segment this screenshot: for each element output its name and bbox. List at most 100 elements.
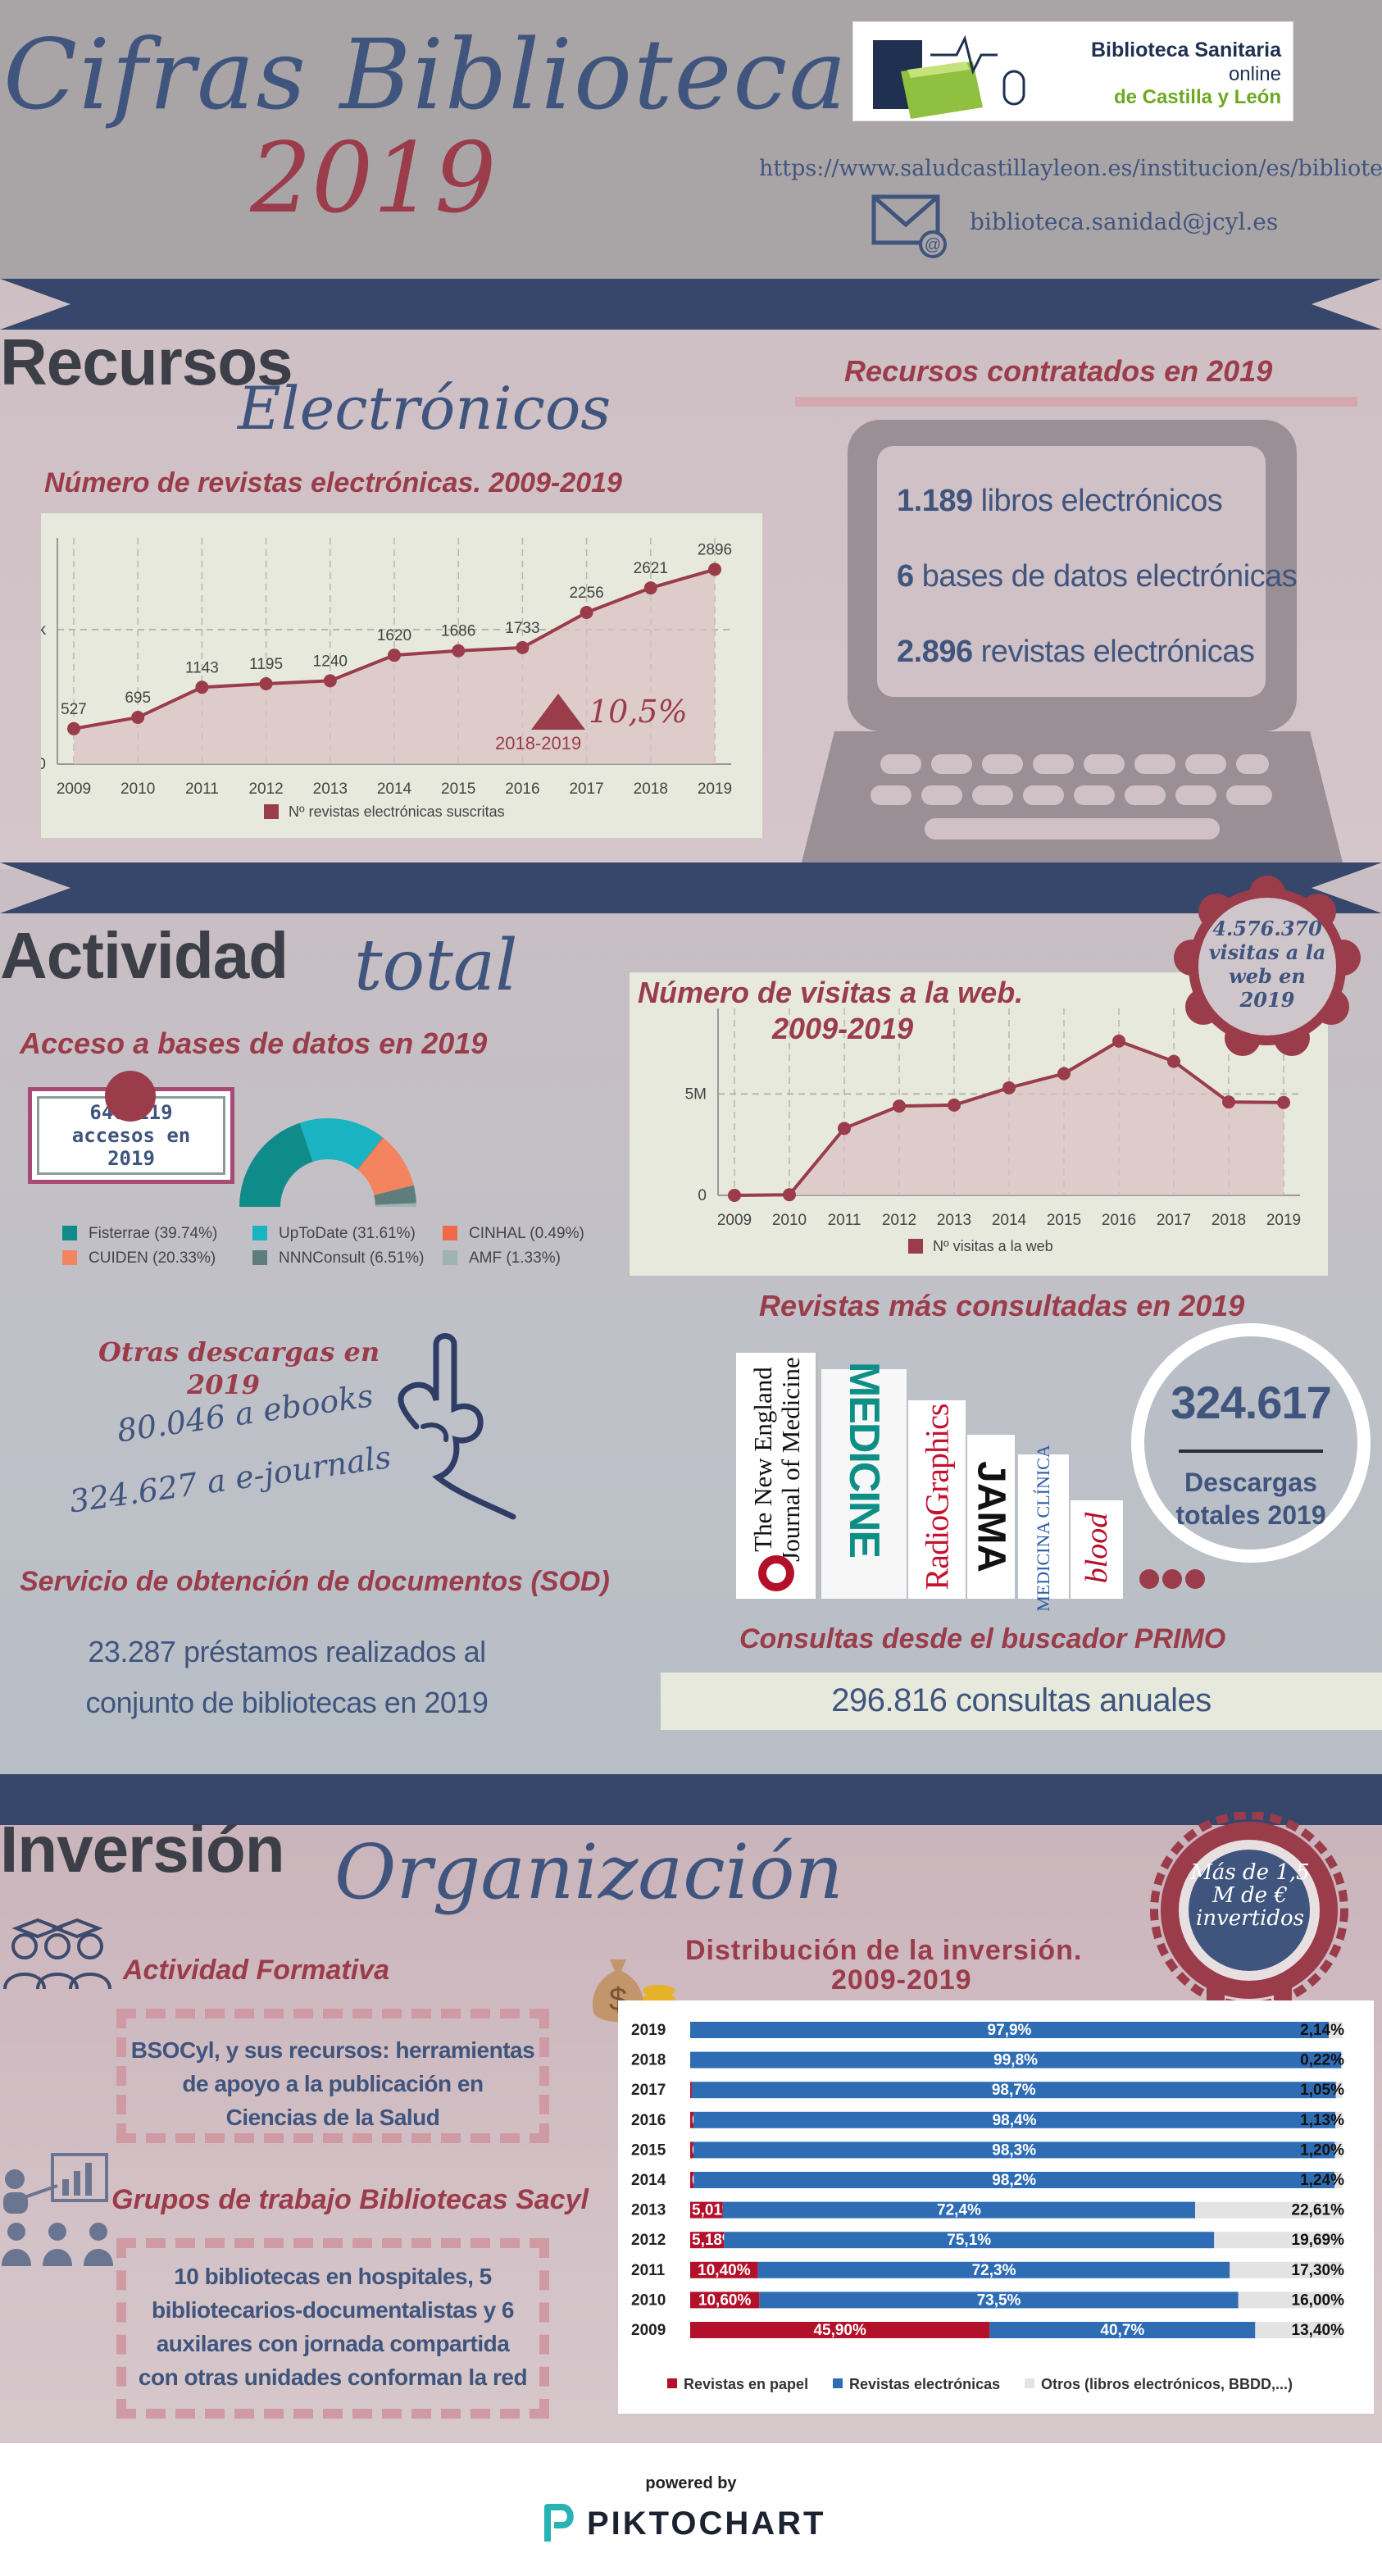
data-point	[783, 1188, 796, 1202]
formativa-title: Actividad Formativa	[123, 1955, 389, 1986]
downloads-badge: 324.617 Descargas totales 2019	[1131, 1323, 1371, 1563]
bar-value-label: 17,30%	[1292, 2262, 1345, 2279]
data-point	[452, 644, 466, 658]
y-category-label: 2012	[631, 2232, 666, 2249]
journals-title: Revistas más consultadas en 2019	[759, 1289, 1245, 1322]
bar-segment	[690, 2232, 725, 2249]
contracted-underline	[795, 397, 1357, 407]
investment-stacked-bar-chart: 20190,00%97,9%2,14%20180,00%99,8%0,22%20…	[631, 2022, 1345, 2392]
other-downloads-title-2: 2019	[187, 1369, 261, 1400]
grupos-title: Grupos de trabajo Bibliotecas Sacyl	[111, 2184, 589, 2215]
up-triangle-icon	[531, 694, 585, 730]
section-ribbon-1	[0, 279, 1382, 330]
website-link[interactable]: https://www.saludcastillayleon.es/instit…	[759, 156, 1382, 181]
x-tick-label: 2016	[505, 781, 539, 798]
change-period: 2018-2019	[495, 733, 582, 753]
recursos-heading-script: Electrónicos	[238, 374, 611, 443]
change-percent: 10,5%	[589, 694, 688, 730]
pointing-hand-icon	[398, 1333, 516, 1520]
legend-item: NNNConsult (6.51%)	[252, 1249, 424, 1268]
bar-value-label: 72,3%	[972, 2262, 1016, 2279]
powered-by: powered by	[645, 2474, 737, 2492]
data-label: 695	[125, 690, 151, 707]
legend-label: UpToDate (31.61%)	[279, 1225, 416, 1242]
data-point	[1222, 1095, 1235, 1109]
bar-value-label: 45,90%	[813, 2322, 866, 2339]
contracted-num: 2.896	[897, 635, 973, 669]
legend-item: AMF (1.33%)	[443, 1249, 561, 1268]
x-tick-label: 2013	[937, 1212, 971, 1229]
donut-slice	[374, 1185, 416, 1205]
bar-segment	[1238, 2292, 1343, 2309]
downloads-divider	[1179, 1450, 1323, 1453]
x-tick-label: 2016	[1102, 1212, 1136, 1229]
y-category-label: 2015	[631, 2141, 666, 2159]
legend-label: Nº revistas electrónicas suscritas	[289, 803, 505, 820]
bar-value-label: 1,24%	[1300, 2172, 1344, 2189]
grupos-line: 10 bibliotecas en hospitales, 5	[174, 2264, 492, 2289]
y-category-label: 2017	[631, 2082, 666, 2099]
bar-value-label: 40,7%	[1100, 2322, 1144, 2339]
bar-value-label: 0,22%	[1300, 2052, 1344, 2069]
y-category-label: 2011	[631, 2262, 666, 2279]
nejm-seal	[758, 1555, 794, 1591]
legend-swatch	[264, 804, 279, 819]
piktochart-brand[interactable]: PIKTOCHART	[541, 2501, 844, 2546]
bar-value-label: 16,00%	[1292, 2292, 1345, 2309]
legend-label: CUIDEN (20.33%)	[89, 1249, 216, 1267]
legend-swatch	[62, 1226, 77, 1240]
page-title: Cifras Biblioteca	[3, 18, 848, 131]
bar-segment	[1335, 2111, 1343, 2128]
data-label: 527	[61, 701, 87, 718]
graduates-icon	[3, 1918, 111, 1990]
contracted-text: bases de datos electrónicas	[913, 559, 1298, 594]
y-category-label: 2009	[631, 2322, 666, 2339]
x-tick-label: 2014	[992, 1212, 1027, 1229]
y-category-label: 2016	[631, 2112, 666, 2129]
grupos-line: bibliotecarios-documentalistas y 6	[151, 2297, 515, 2323]
sod-title: Servicio de obtención de documentos (SOD…	[20, 1566, 610, 1597]
data-point	[1277, 1095, 1290, 1109]
brand-name: PIKTOCHART	[587, 2505, 826, 2542]
data-label: 1686	[441, 623, 475, 640]
legend-swatch	[252, 1226, 267, 1240]
data-point	[1057, 1067, 1071, 1081]
x-tick-label: 2009	[717, 1212, 752, 1229]
primo-box	[661, 1673, 1382, 1730]
journal-radiographics: RadioGraphics	[908, 1400, 966, 1599]
bar-value-label: 99,8%	[993, 2052, 1038, 2069]
bar-segment	[722, 2201, 1196, 2219]
legend-label: NNNConsult (6.51%)	[279, 1249, 425, 1267]
laptop-illustration	[802, 420, 1343, 862]
book-computer-icon	[873, 34, 1025, 119]
email-link[interactable]: biblioteca.sanidad@jcyl.es	[970, 208, 1279, 235]
x-tick-label: 2017	[569, 781, 603, 798]
bar-segment	[724, 2232, 1215, 2249]
data-point	[388, 649, 401, 662]
team-presentation-icon	[2, 2153, 113, 2266]
investment-badge-text: Más de 1,5 M de € invertidos	[1190, 1860, 1310, 1931]
downloads-label: Descargas totales 2019	[1175, 1468, 1326, 1530]
email-icon: @	[871, 194, 947, 258]
x-tick-label: 2013	[313, 781, 348, 798]
library-logo[interactable]: Biblioteca Sanitaria online de Castilla …	[852, 21, 1293, 121]
db-access-title: Acceso a bases de datos en 2019	[20, 1026, 488, 1060]
contracted-list: 1.189 libros electrónicos 6 bases de dat…	[897, 484, 1323, 710]
bar-segment	[693, 2172, 1335, 2188]
y-category-label: 2019	[631, 2022, 666, 2039]
data-point	[1002, 1081, 1016, 1095]
actividad-heading: Actividad	[0, 919, 289, 992]
bar-segment	[690, 2322, 990, 2338]
bar-value-label: 2,14%	[1300, 2022, 1344, 2039]
bar-segment	[690, 2051, 1342, 2069]
bar-segment	[690, 2172, 694, 2188]
data-point	[1167, 1054, 1180, 1068]
bar-segment	[1214, 2232, 1343, 2249]
svg-text:@: @	[925, 236, 941, 254]
legend-label: Otros (libros electrónicos, BBDD,...)	[1041, 2376, 1293, 2392]
visits-badge-text: 4.576.370 visitas a la web en 2019	[1208, 917, 1326, 1012]
formativa-line: de apoyo a la publicación en	[182, 2071, 484, 2096]
contracted-item-ebooks: 1.189 libros electrónicos	[897, 484, 1323, 559]
bar-segment	[1230, 2261, 1343, 2278]
bar-segment	[690, 2111, 694, 2128]
